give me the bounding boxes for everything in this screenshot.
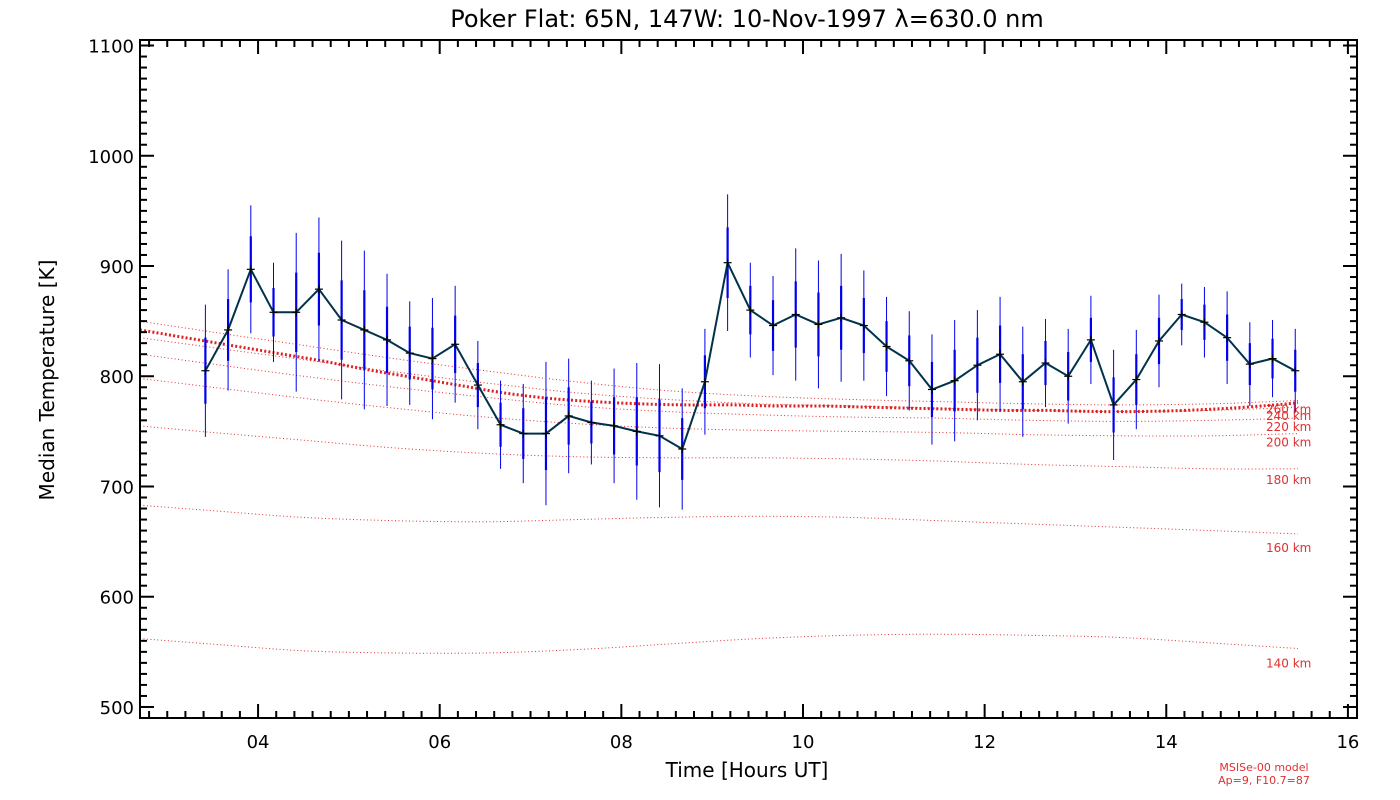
altitude-label-200-km: 200 km xyxy=(1266,436,1311,450)
plot-axes: 500 600 700 800 900 1000 1100 04 06 08 10 12 14 16 xyxy=(88,37,1359,753)
x-tick-label: 12 xyxy=(973,732,996,753)
data-point xyxy=(1245,360,1254,369)
plot-frame xyxy=(139,39,1358,719)
data-point xyxy=(519,429,528,438)
altitude-curve-220-km xyxy=(139,353,1299,422)
data-point xyxy=(746,306,755,315)
data-point xyxy=(700,377,709,386)
data-point xyxy=(791,310,800,319)
data-point xyxy=(1109,400,1118,409)
altitude-curve-180-km xyxy=(139,425,1299,470)
data-point xyxy=(837,313,846,322)
data-point xyxy=(814,320,823,329)
data-point xyxy=(882,342,891,351)
data-point xyxy=(996,350,1005,359)
data-point xyxy=(1132,375,1141,384)
altitude-curve-140-km xyxy=(139,633,1299,654)
data-point xyxy=(1200,318,1209,327)
data-point xyxy=(587,418,596,427)
data-point xyxy=(723,258,732,267)
data-point xyxy=(859,321,868,330)
data-point xyxy=(360,325,369,334)
data-point xyxy=(769,321,778,330)
data-point xyxy=(496,420,505,429)
data-point xyxy=(224,325,233,334)
data-point xyxy=(655,431,664,440)
altitude-label-180-km: 180 km xyxy=(1266,473,1311,487)
model-note-line2: Ap=9, F10.7=87 xyxy=(1218,774,1310,787)
data-point xyxy=(1223,333,1232,342)
x-tick-label: 14 xyxy=(1155,732,1178,753)
data-point xyxy=(632,427,641,436)
data-point xyxy=(1177,310,1186,319)
data-point xyxy=(927,385,936,394)
y-tick-label: 700 xyxy=(100,477,134,498)
data-point xyxy=(383,335,392,344)
altitude-label-220-km: 220 km xyxy=(1266,420,1311,434)
x-tick-label: 08 xyxy=(610,732,633,753)
data-point xyxy=(1155,336,1164,345)
model-note-line1: MSISe-00 model xyxy=(1219,761,1308,774)
data-point xyxy=(610,421,619,430)
x-axis-label: Time [Hours UT] xyxy=(665,758,829,782)
data-point xyxy=(428,354,437,363)
y-tick-label: 1000 xyxy=(88,147,134,168)
data-point xyxy=(451,340,460,349)
temperature-series xyxy=(201,194,1300,510)
data-point xyxy=(1064,372,1073,381)
x-tick-label: 10 xyxy=(792,732,815,753)
data-point xyxy=(314,285,323,294)
altitude-label-160-km: 160 km xyxy=(1266,541,1311,555)
data-point xyxy=(678,445,687,454)
data-point xyxy=(292,308,301,317)
data-point xyxy=(973,361,982,370)
y-tick-label: 800 xyxy=(100,367,134,388)
chart-title: Poker Flat: 65N, 147W: 10-Nov-1997 λ=630… xyxy=(450,5,1044,33)
altitude-label-140-km: 140 km xyxy=(1266,657,1311,671)
altitude-label-240-km: 240 km xyxy=(1266,409,1311,423)
y-tick-label: 600 xyxy=(100,588,134,609)
data-point xyxy=(541,429,550,438)
data-point xyxy=(905,356,914,365)
data-point xyxy=(337,316,346,325)
data-point xyxy=(269,308,278,317)
data-point xyxy=(473,381,482,390)
data-point xyxy=(1291,366,1300,375)
data-point xyxy=(1086,335,1095,344)
data-point xyxy=(1268,354,1277,363)
altitude-curve-200-km xyxy=(139,377,1299,437)
data-point xyxy=(950,376,959,385)
x-tick-label: 16 xyxy=(1336,732,1359,753)
data-point xyxy=(201,366,210,375)
data-point xyxy=(1018,377,1027,386)
y-tick-label: 900 xyxy=(100,257,134,278)
data-point xyxy=(405,349,414,358)
model-curve xyxy=(139,328,1299,414)
x-tick-label: 06 xyxy=(428,732,451,753)
altitude-curve-260-km xyxy=(139,320,1299,406)
altitude-curve-160-km xyxy=(139,504,1299,535)
data-point xyxy=(564,411,573,420)
y-tick-label: 1100 xyxy=(88,37,134,58)
data-point xyxy=(246,265,255,274)
y-axis-label: Median Temperature [K] xyxy=(35,260,59,501)
altitude-curve-240-km xyxy=(139,337,1299,413)
model-curve-line xyxy=(139,328,1299,414)
data-point xyxy=(1041,359,1050,368)
y-tick-label: 500 xyxy=(100,698,134,719)
x-tick-label: 04 xyxy=(247,732,270,753)
